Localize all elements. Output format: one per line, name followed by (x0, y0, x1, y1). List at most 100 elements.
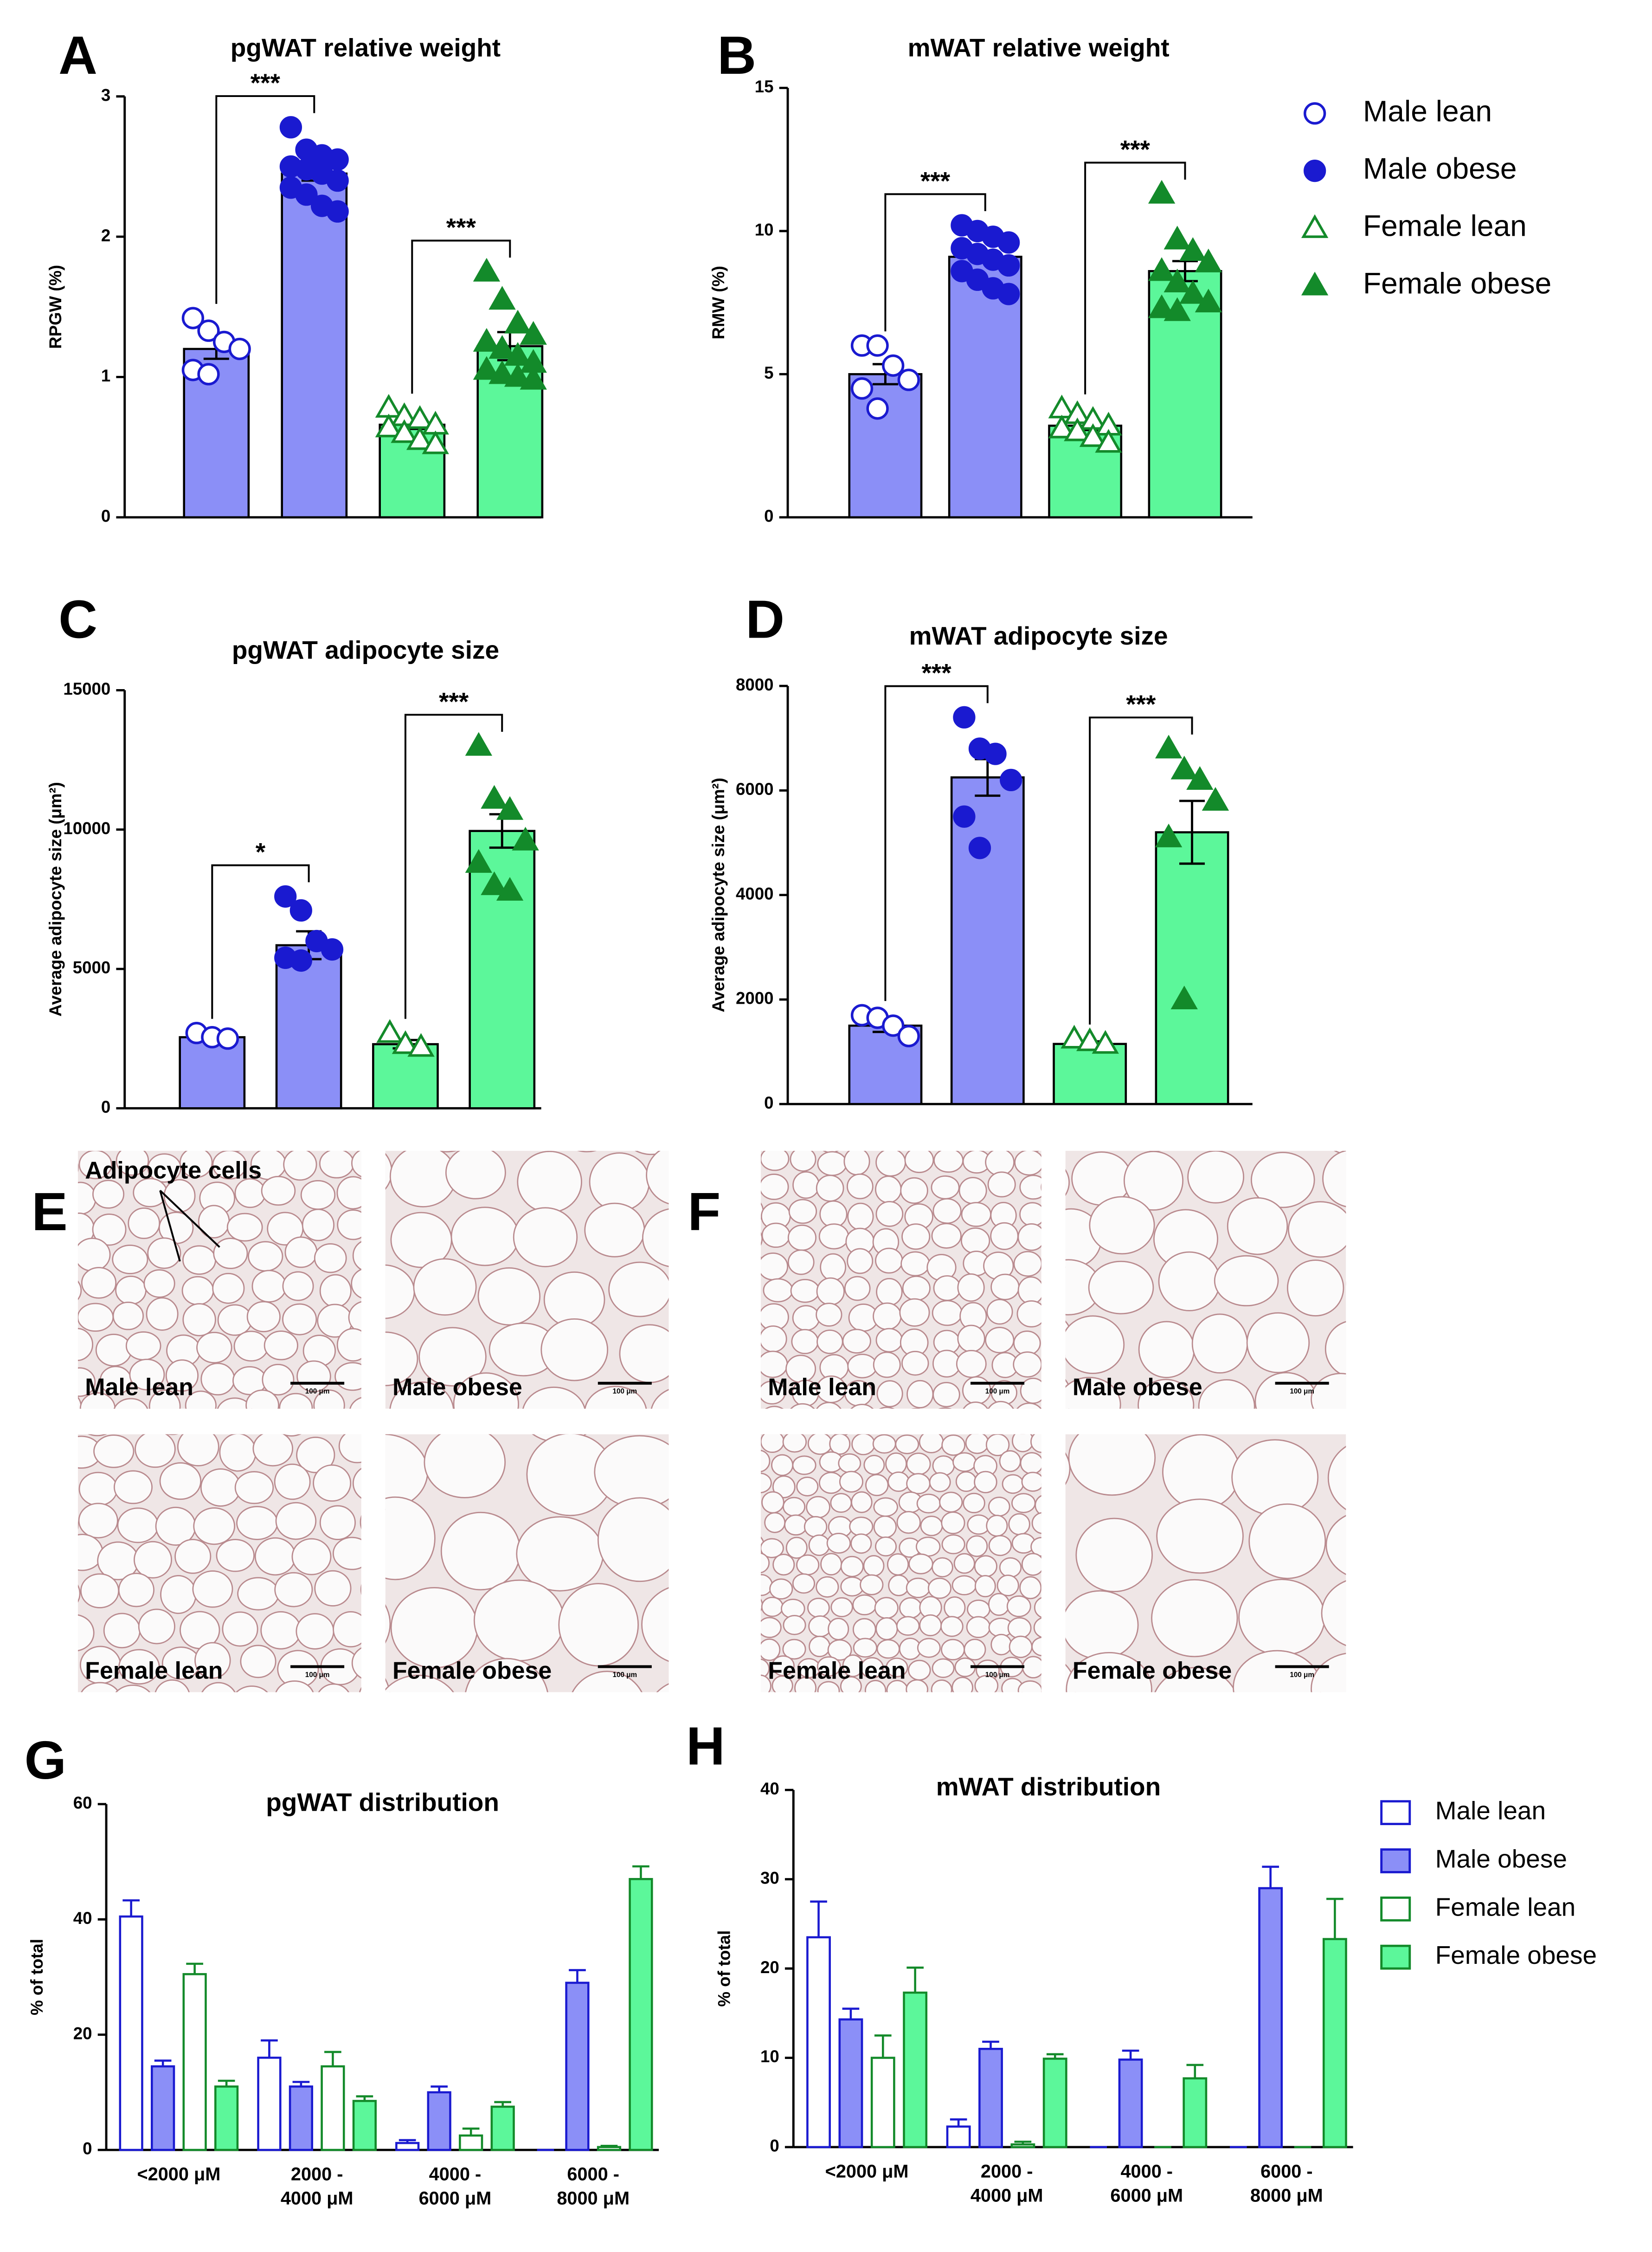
adipocyte (46, 1423, 79, 1455)
adipocyte (77, 1521, 79, 1530)
adipocyte (245, 1389, 279, 1409)
data-point (1095, 429, 1122, 453)
adipocyte (236, 1506, 278, 1540)
adipocyte (794, 1677, 817, 1692)
adipocyte (349, 1117, 384, 1147)
adipocyte (899, 1298, 930, 1327)
bar (257, 2057, 282, 2151)
adipocyte (146, 1297, 179, 1331)
adipocyte (763, 1278, 793, 1303)
adipocyte (840, 1555, 864, 1577)
adipocyte (902, 1275, 931, 1301)
bar (978, 2047, 1003, 2149)
data-point (1195, 289, 1222, 313)
adipocyte (1024, 1150, 1040, 1153)
adipocyte (336, 1328, 361, 1362)
adipocyte (783, 1615, 806, 1635)
chart-title: mWAT distribution (936, 1772, 1161, 1801)
adipocyte (907, 1659, 931, 1681)
adipocyte (385, 1604, 391, 1644)
adipocyte (112, 1245, 148, 1274)
adipocyte (540, 1318, 609, 1381)
data-point (1000, 768, 1022, 792)
adipocyte (1231, 1439, 1319, 1516)
adipocyte (360, 1584, 361, 1595)
y-tick-label: 0 (83, 2139, 92, 2158)
adipocyte (1017, 1223, 1041, 1251)
adipocyte (965, 1434, 990, 1454)
adipocyte (1324, 1321, 1346, 1377)
adipocyte (938, 1407, 952, 1409)
adipocyte (808, 1534, 830, 1556)
adipocyte (918, 1411, 938, 1431)
adipocyte (167, 1434, 178, 1435)
adipocyte (761, 1538, 784, 1558)
adipocyte (761, 1623, 763, 1636)
adipocyte (887, 1471, 910, 1492)
error-bar (324, 2051, 341, 2066)
adipocyte (1031, 1512, 1041, 1534)
adipocyte (875, 1150, 906, 1177)
adipocyte (761, 1325, 787, 1353)
bar (1053, 1043, 1127, 1105)
y-axis-label: % of total (714, 1930, 733, 2007)
adipocyte (1016, 1402, 1041, 1409)
adipocyte (853, 1638, 878, 1658)
significance-bracket (884, 193, 986, 332)
bar (395, 2142, 420, 2151)
error-bar (1262, 1865, 1279, 1888)
adipocyte (1030, 1536, 1041, 1557)
bar (1183, 2077, 1208, 2149)
significance-bracket (404, 714, 503, 1019)
adipocyte (352, 1241, 361, 1271)
adipocyte (513, 1207, 578, 1267)
bar (352, 2100, 377, 2151)
adipocyte (275, 1680, 314, 1692)
adipocyte (360, 1515, 361, 1529)
adipocyte (763, 1415, 786, 1433)
adipocyte (78, 1503, 118, 1539)
adipocyte (996, 1434, 1001, 1435)
adipocyte (761, 1472, 772, 1493)
panel-letter: B (717, 25, 756, 85)
adipocyte (318, 1683, 350, 1692)
adipocyte (77, 1534, 103, 1571)
adipocyte (796, 1477, 819, 1497)
adipocyte (1158, 1251, 1221, 1311)
data-point (1148, 180, 1176, 204)
data-point (997, 254, 1020, 277)
significance-bracket (884, 685, 989, 1001)
adipocyte (863, 1455, 885, 1475)
significance-bracket (411, 239, 511, 394)
adipocyte (843, 1150, 870, 1175)
error-bar (810, 1900, 827, 1937)
adipocyte (313, 1464, 352, 1502)
adipocyte (314, 1570, 352, 1607)
legend-swatch (1380, 1800, 1411, 1826)
significance-label: *** (1120, 135, 1151, 164)
legend-label: Female obese (1363, 266, 1551, 300)
adipocyte (852, 1701, 875, 1719)
data-point (392, 1030, 419, 1054)
adipocyte (125, 1331, 161, 1361)
adipocyte (78, 1471, 118, 1506)
adipocyte (904, 1150, 934, 1173)
adipocyte (927, 1577, 951, 1599)
significance-label: *** (446, 213, 476, 242)
adipocyte (782, 1434, 807, 1453)
adipocyte (260, 1611, 302, 1650)
adipocyte (1019, 1174, 1041, 1200)
adipocyte (646, 1150, 669, 1205)
adipocyte (784, 1514, 808, 1536)
error-bar (874, 2034, 892, 2058)
adipocyte (875, 1328, 903, 1353)
adipocyte (791, 1329, 819, 1355)
adipocyte (1016, 1300, 1041, 1328)
adipocyte (895, 1434, 919, 1454)
adipocyte (920, 1697, 942, 1717)
adipocyte (953, 1553, 975, 1574)
adipocyte (1065, 1169, 1070, 1196)
bar (490, 2105, 515, 2151)
adipocyte (1333, 1150, 1346, 1155)
adipocyte (77, 1328, 93, 1362)
